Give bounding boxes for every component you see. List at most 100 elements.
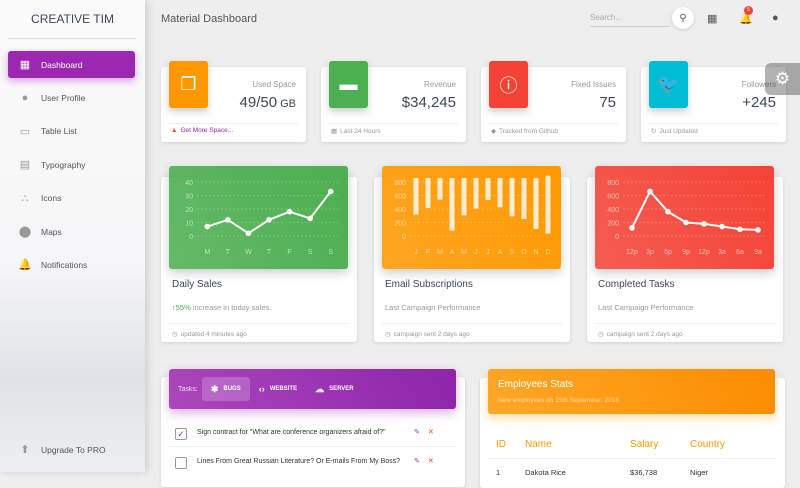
- bell-icon: 🔔: [18, 259, 32, 272]
- tab-server[interactable]: ☁ SERVER: [306, 377, 363, 401]
- sidebar-item-user-profile[interactable]: ● User Profile: [8, 84, 135, 111]
- sidebar-item-label: User Profile: [41, 92, 86, 103]
- data-point: [629, 225, 635, 231]
- task-checkbox[interactable]: ✓: [175, 428, 187, 440]
- task-checkbox[interactable]: [175, 457, 187, 469]
- stat-category: Fixed Issues: [571, 80, 616, 89]
- data-point: [683, 219, 689, 226]
- brand-logo[interactable]: CREATIVE TIM: [31, 12, 114, 26]
- sidebar-item-maps[interactable]: ⬤ Maps: [8, 218, 135, 245]
- chart-subtitle: ↑55% increase in today sales.: [172, 303, 271, 312]
- stat-footer-text: Just Updated: [659, 128, 698, 135]
- chart-subtitle-text: increase in today sales.: [190, 303, 272, 312]
- tab-website[interactable]: ‹› WEBSITE: [250, 377, 306, 401]
- data-point: [755, 227, 761, 233]
- x-tick-label: S: [308, 249, 313, 256]
- employees-title: Employees Stats: [498, 379, 574, 390]
- sidebar-item-label: Maps: [41, 226, 62, 237]
- page-title[interactable]: Material Dashboard: [161, 13, 257, 25]
- table-cell: $36,738: [630, 468, 658, 477]
- dashboard-icon[interactable]: ▦: [707, 13, 718, 25]
- dashboard-icon: ▦: [19, 59, 31, 71]
- x-tick-label: A: [450, 249, 455, 256]
- x-tick-label: S: [510, 249, 515, 256]
- data-point: [737, 226, 743, 233]
- x-tick-label: 12p: [698, 249, 710, 256]
- bar: [437, 178, 443, 200]
- bar: [545, 175, 551, 234]
- sidebar-item-typography[interactable]: ▤ Typography: [8, 151, 135, 178]
- x-tick-label: J: [474, 249, 478, 256]
- chart-card: 0 10 20 30 40 M T W T F S S Daily Sales ↑55% increase…: [161, 166, 357, 342]
- y-tick-label: 600: [394, 194, 406, 201]
- x-tick-label: 6a: [736, 249, 744, 256]
- stat-value: +245: [742, 94, 776, 111]
- stat-footer: ↻ Just Updated: [651, 127, 698, 135]
- stat-category: Used Space: [252, 80, 296, 89]
- stat-number: 49/50: [239, 94, 278, 111]
- copy-icon: ❐: [169, 61, 208, 108]
- code-icon: ‹›: [258, 384, 265, 394]
- person-icon[interactable]: ●: [772, 12, 779, 24]
- data-point: [225, 217, 231, 223]
- stat-card: 🐦 Followers +245 ↻ Just Updated: [641, 61, 786, 142]
- close-icon[interactable]: ✕: [427, 458, 434, 465]
- stat-footer-text: Get More Space...: [180, 127, 234, 134]
- sidebar-item-upgrade[interactable]: ⬆ Upgrade To PRO: [8, 436, 135, 463]
- data-point: [647, 188, 653, 195]
- y-tick-label: 30: [185, 194, 193, 201]
- edit-icon[interactable]: ✎: [414, 458, 420, 465]
- bar: [425, 178, 431, 208]
- store-icon: ▬: [329, 61, 368, 108]
- stat-value: 49/50 GB: [240, 94, 296, 111]
- stat-number: 75: [599, 94, 616, 111]
- tab-bugs[interactable]: ✱ BUGS: [201, 377, 250, 401]
- sidebar-item-label: Typography: [41, 159, 86, 170]
- column-header: Name: [525, 439, 552, 450]
- task-row: ✓ Sign contract for "What are conference …: [169, 419, 457, 447]
- sidebar-item-table-list[interactable]: ▭ Table List: [8, 118, 135, 145]
- x-tick-label: M: [461, 249, 467, 256]
- sidebar-item-notifications[interactable]: 🔔 Notifications: [8, 251, 135, 278]
- chart-card: 0 200 400 600 800 12p 3p 6p 9p 12p 3a 6a 9a Completed…: [587, 166, 783, 342]
- stat-footer: ◆ Tracked from Github: [491, 127, 558, 135]
- stat-footer[interactable]: ▲ Get More Space...: [171, 127, 233, 134]
- sidebar-item-icons[interactable]: ∴ Icons: [8, 185, 135, 212]
- twitter-icon: 🐦: [649, 61, 688, 108]
- notifications-bell-icon[interactable]: 🔔: [739, 13, 753, 25]
- divider: [329, 123, 458, 124]
- y-tick-label: 10: [185, 221, 193, 228]
- tab-label: BUGS: [223, 386, 241, 392]
- edit-icon[interactable]: ✎: [414, 429, 420, 436]
- stat-unit: GB: [280, 98, 296, 110]
- x-tick-label: J: [486, 249, 490, 256]
- unarchive-icon: ⬆: [20, 444, 30, 456]
- y-tick-label: 800: [394, 180, 406, 187]
- x-tick-label: 9p: [682, 249, 690, 256]
- task-text: Sign contract for "What are conference o…: [197, 429, 386, 436]
- clock-icon: ◷: [172, 331, 178, 338]
- x-tick-label: M: [437, 249, 443, 256]
- data-point: [719, 223, 725, 230]
- clock-icon: ◷: [598, 331, 604, 338]
- y-tick-label: 200: [394, 221, 406, 228]
- chart-subtitle-text: Last Campaign Performance: [385, 303, 481, 312]
- chart-header: 0 10 20 30 40 M T W T F S S: [169, 166, 348, 269]
- clipboard-icon: ▭: [19, 125, 31, 138]
- search-input[interactable]: Search...: [590, 10, 670, 27]
- stat-value: 75: [599, 94, 616, 111]
- search-button[interactable]: ⚲: [672, 7, 694, 29]
- sidebar: CREATIVE TIM ▦ Dashboard ● User Profile ▭ Tab…: [0, 0, 145, 472]
- sidebar-item-dashboard[interactable]: ▦ Dashboard: [8, 51, 135, 78]
- chart-card: 0 200 400 600 800 J F M A M J J A S O N D Email Subscript…: [374, 166, 570, 342]
- x-tick-label: O: [521, 249, 527, 256]
- close-icon[interactable]: ✕: [427, 429, 434, 436]
- bar: [497, 178, 503, 208]
- tab-label: SERVER: [329, 386, 354, 392]
- bar: [485, 178, 491, 201]
- tab-label: WEBSITE: [269, 386, 298, 392]
- settings-gear-button[interactable]: ⚙: [765, 63, 800, 95]
- gear-icon: ⚙: [774, 69, 791, 88]
- chart-header: 0 200 400 600 800 J F M A M J J A S O N D: [382, 166, 561, 269]
- series-line: [631, 189, 759, 231]
